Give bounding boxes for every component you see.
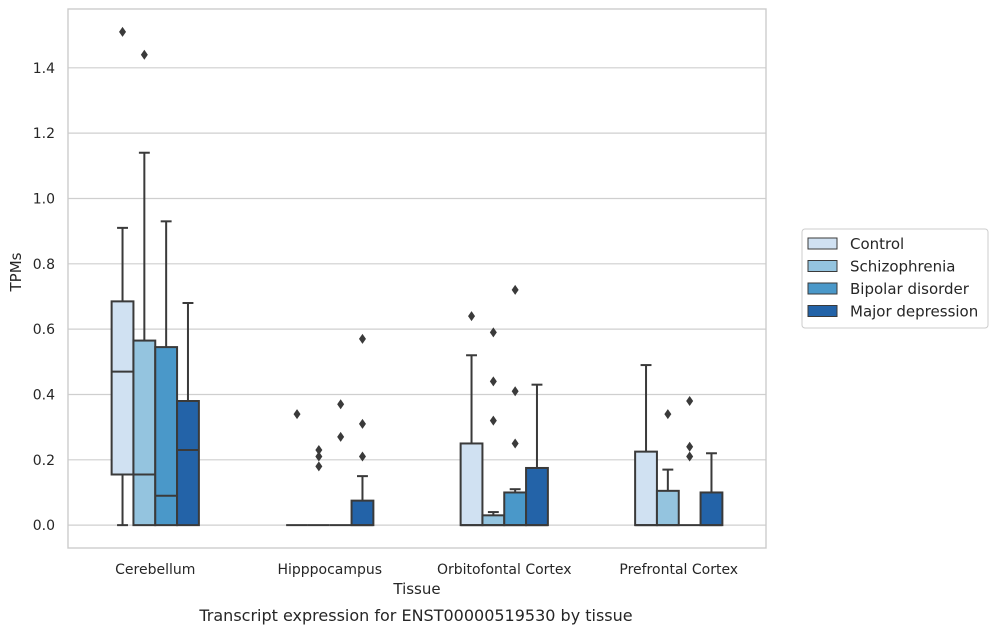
outlier-point: [489, 415, 497, 426]
box-body: [110, 300, 135, 476]
box-control: [459, 311, 484, 527]
box-body: [459, 442, 484, 527]
plot-frame: [67, 8, 767, 549]
outlier-point: [315, 451, 323, 462]
box-control: [286, 409, 308, 527]
box-major-depression: [525, 383, 549, 527]
legend-swatch: [807, 260, 838, 272]
y-tick-label: 1.2: [33, 126, 55, 142]
box-major-depression: [176, 302, 200, 527]
outlier-point: [358, 451, 366, 462]
x-axis-label: Tissue: [392, 580, 440, 598]
box-bipolar-disorder: [678, 396, 701, 527]
legend-swatch: [807, 305, 838, 317]
x-tick-label: Hipppocampus: [277, 562, 382, 578]
box-major-depression: [350, 333, 375, 527]
box-control: [110, 26, 135, 527]
outlier-point: [337, 399, 345, 410]
box-body: [132, 339, 157, 527]
legend: Control Schizophrenia Bipolar disorder Majo…: [801, 228, 989, 329]
legend-label: Control: [850, 235, 904, 253]
box-bipolar-disorder: [154, 220, 179, 527]
y-axis-label: TPMs: [7, 252, 25, 292]
outlier-point: [468, 311, 476, 322]
box-body: [525, 466, 549, 527]
legend-label: Bipolar disorder: [850, 280, 970, 298]
outlier-point: [358, 333, 366, 344]
y-tick-label: 1.4: [33, 61, 55, 77]
outlier-point: [686, 451, 694, 462]
box-major-depression: [699, 452, 724, 527]
chart-caption: Transcript expression for ENST0000051953…: [199, 606, 633, 625]
box-bipolar-disorder: [329, 399, 352, 527]
outlier-point: [358, 418, 366, 429]
outlier-point: [489, 327, 497, 338]
legend-box: [801, 228, 989, 329]
outlier-point: [664, 409, 672, 420]
box-body: [503, 491, 528, 527]
x-tick-label: Orbitofontal Cortex: [437, 562, 572, 578]
box-control: [634, 364, 658, 527]
box-body: [699, 491, 724, 527]
x-tick-labels: Cerebellum Hipppocampus Orbitofontal Corte…: [115, 562, 738, 578]
y-tick-label: 1.0: [33, 191, 55, 207]
legend-label: Schizophrenia: [850, 258, 955, 276]
y-tick-label: 0.6: [33, 322, 55, 338]
box-body: [154, 346, 179, 527]
legend-label: Major depression: [850, 303, 978, 321]
y-tick-label: 0.4: [33, 387, 55, 403]
y-tick-labels: 0.0 0.2 0.4 0.6 0.8 1.0 1.2 1.4: [33, 61, 55, 534]
box-layer: [110, 26, 724, 527]
box-schizophrenia: [132, 49, 157, 527]
outlier-point: [686, 396, 694, 406]
legend-swatch: [807, 237, 838, 250]
box-body: [350, 499, 375, 527]
outlier-point: [489, 376, 497, 387]
outlier-point: [511, 386, 519, 397]
x-tick-label: Cerebellum: [115, 562, 195, 578]
y-tick-label: 0.2: [33, 453, 55, 469]
y-tick-label: 0.0: [33, 518, 55, 534]
box-schizophrenia: [307, 445, 330, 527]
box-body: [176, 400, 200, 527]
outlier-point: [337, 431, 345, 442]
box-schizophrenia: [481, 327, 506, 527]
x-tick-label: Prefrontal Cortex: [619, 562, 738, 578]
box-bipolar-disorder: [503, 284, 528, 527]
outlier-point: [293, 409, 301, 420]
outlier-point: [511, 284, 519, 295]
outlier-point: [119, 26, 127, 37]
outlier-point: [686, 441, 694, 452]
box-schizophrenia: [655, 409, 680, 527]
box-body: [481, 514, 506, 527]
outlier-point: [511, 438, 519, 449]
outlier-point: [315, 445, 323, 455]
outlier-point: [315, 461, 323, 472]
box-body: [634, 450, 658, 527]
legend-swatch: [807, 282, 838, 295]
y-tick-label: 0.8: [33, 257, 55, 273]
plot-border: [67, 8, 767, 549]
box-body: [655, 489, 680, 527]
outlier-point: [140, 49, 148, 60]
